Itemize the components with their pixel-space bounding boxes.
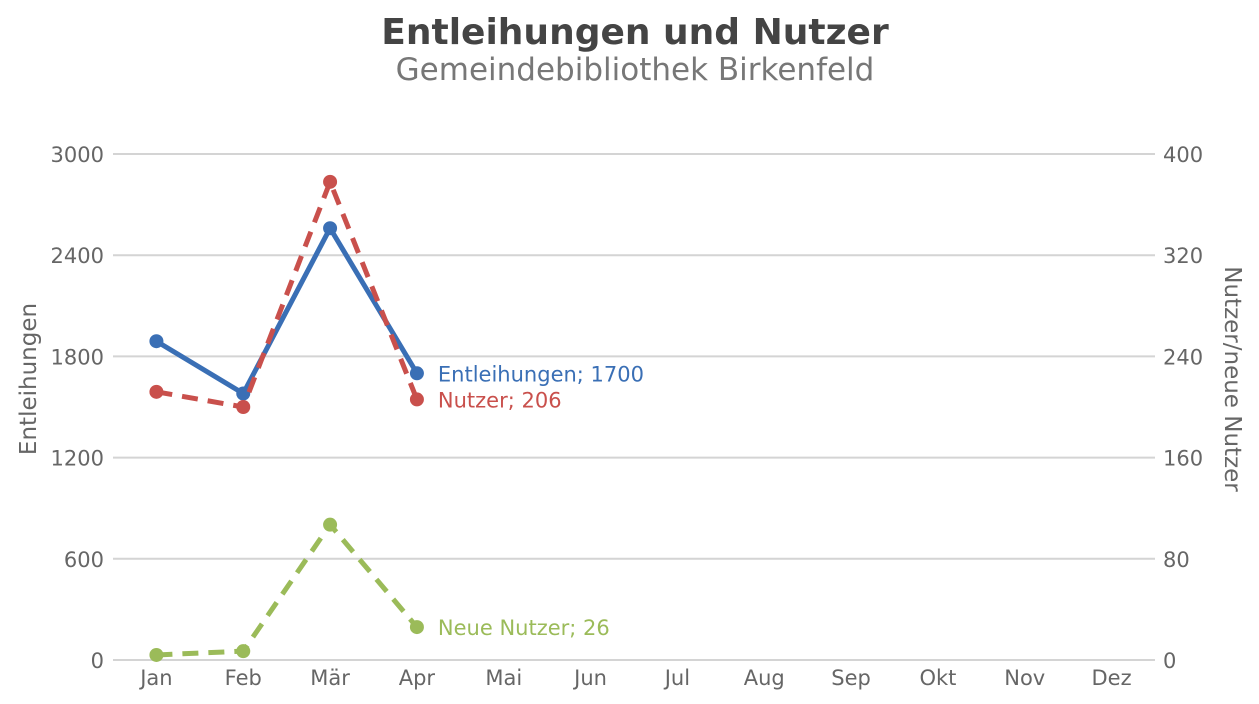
neue-nutzer-point: [323, 517, 338, 532]
right-tick-label: 240: [1163, 345, 1203, 369]
entleihungen-point: [409, 366, 424, 381]
left-tick-label: 1200: [51, 447, 104, 471]
right-tick-label: 160: [1163, 447, 1203, 471]
left-tick-label: 3000: [51, 143, 104, 167]
right-tick-label: 0: [1163, 649, 1176, 673]
x-tick-label: Jul: [663, 666, 690, 690]
x-tick-label: Feb: [225, 666, 262, 690]
entleihungen-series-line: [155, 225, 420, 397]
left-tick-label: 600: [64, 548, 104, 572]
left-tick-label: 0: [91, 649, 104, 673]
neue-nutzer-point: [149, 647, 164, 662]
x-tick-label: Apr: [399, 666, 436, 690]
entleihungen-point: [236, 386, 251, 401]
x-tick-label: Sep: [831, 666, 871, 690]
right-tick-label: 400: [1163, 143, 1203, 167]
left-axis-ticks: 0 600 1200 1800 2400 3000: [51, 143, 104, 673]
entleihungen-point: [149, 334, 164, 349]
nutzer-series-line: [155, 179, 420, 410]
left-tick-label: 1800: [51, 345, 104, 369]
x-tick-label: Mär: [310, 666, 350, 690]
neue-nutzer-end-label: Neue Nutzer; 26: [438, 616, 610, 640]
x-axis-ticks: Jan Feb Mär Apr Mai Jun Jul Aug Sep Okt Nov Dez: [138, 666, 1131, 690]
x-tick-label: Okt: [919, 666, 956, 690]
right-axis-ticks: 0 80 160 240 320 400: [1163, 143, 1203, 673]
nutzer-point: [236, 400, 251, 414]
x-tick-label: Dez: [1092, 666, 1132, 690]
neue-nutzer-series-line: [156, 522, 419, 658]
chart-title: Entleihungen und Nutzer: [381, 12, 889, 53]
x-tick-label: Mai: [485, 666, 522, 690]
nutzer-point: [409, 392, 424, 407]
entleihungen-point: [323, 221, 338, 236]
x-tick-label: Jun: [572, 666, 607, 690]
neue-nutzer-point: [236, 644, 251, 659]
neue-nutzer-point: [409, 620, 424, 635]
x-tick-label: Nov: [1004, 666, 1045, 690]
right-tick-label: 320: [1163, 244, 1203, 268]
nutzer-point: [323, 174, 338, 189]
x-tick-label: Jan: [138, 666, 172, 690]
left-tick-label: 2400: [51, 244, 104, 268]
gridlines: [113, 153, 1155, 661]
nutzer-point: [149, 384, 164, 399]
nutzer-end-label: Nutzer; 206: [438, 388, 562, 412]
entleihungen-end-label: Entleihungen; 1700: [438, 362, 644, 386]
chart-subtitle: Gemeindebibliothek Birkenfeld: [396, 52, 875, 88]
right-axis-title: Nutzer/neue Nutzer: [1219, 266, 1245, 492]
left-axis-title: Entleihungen: [16, 303, 42, 455]
right-tick-label: 80: [1163, 548, 1190, 572]
x-tick-label: Aug: [744, 666, 785, 690]
